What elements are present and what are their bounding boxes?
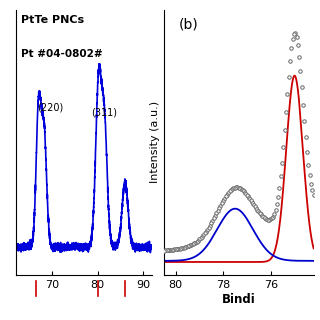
Text: PtTe PNCs: PtTe PNCs [21, 15, 84, 25]
Text: (220): (220) [37, 103, 63, 113]
X-axis label: Bindi: Bindi [222, 293, 256, 306]
Y-axis label: Intensity (a.u.): Intensity (a.u.) [149, 101, 160, 183]
Text: (b): (b) [179, 18, 198, 32]
Text: (311): (311) [92, 108, 117, 117]
Text: Pt #04-0802#: Pt #04-0802# [21, 50, 103, 60]
